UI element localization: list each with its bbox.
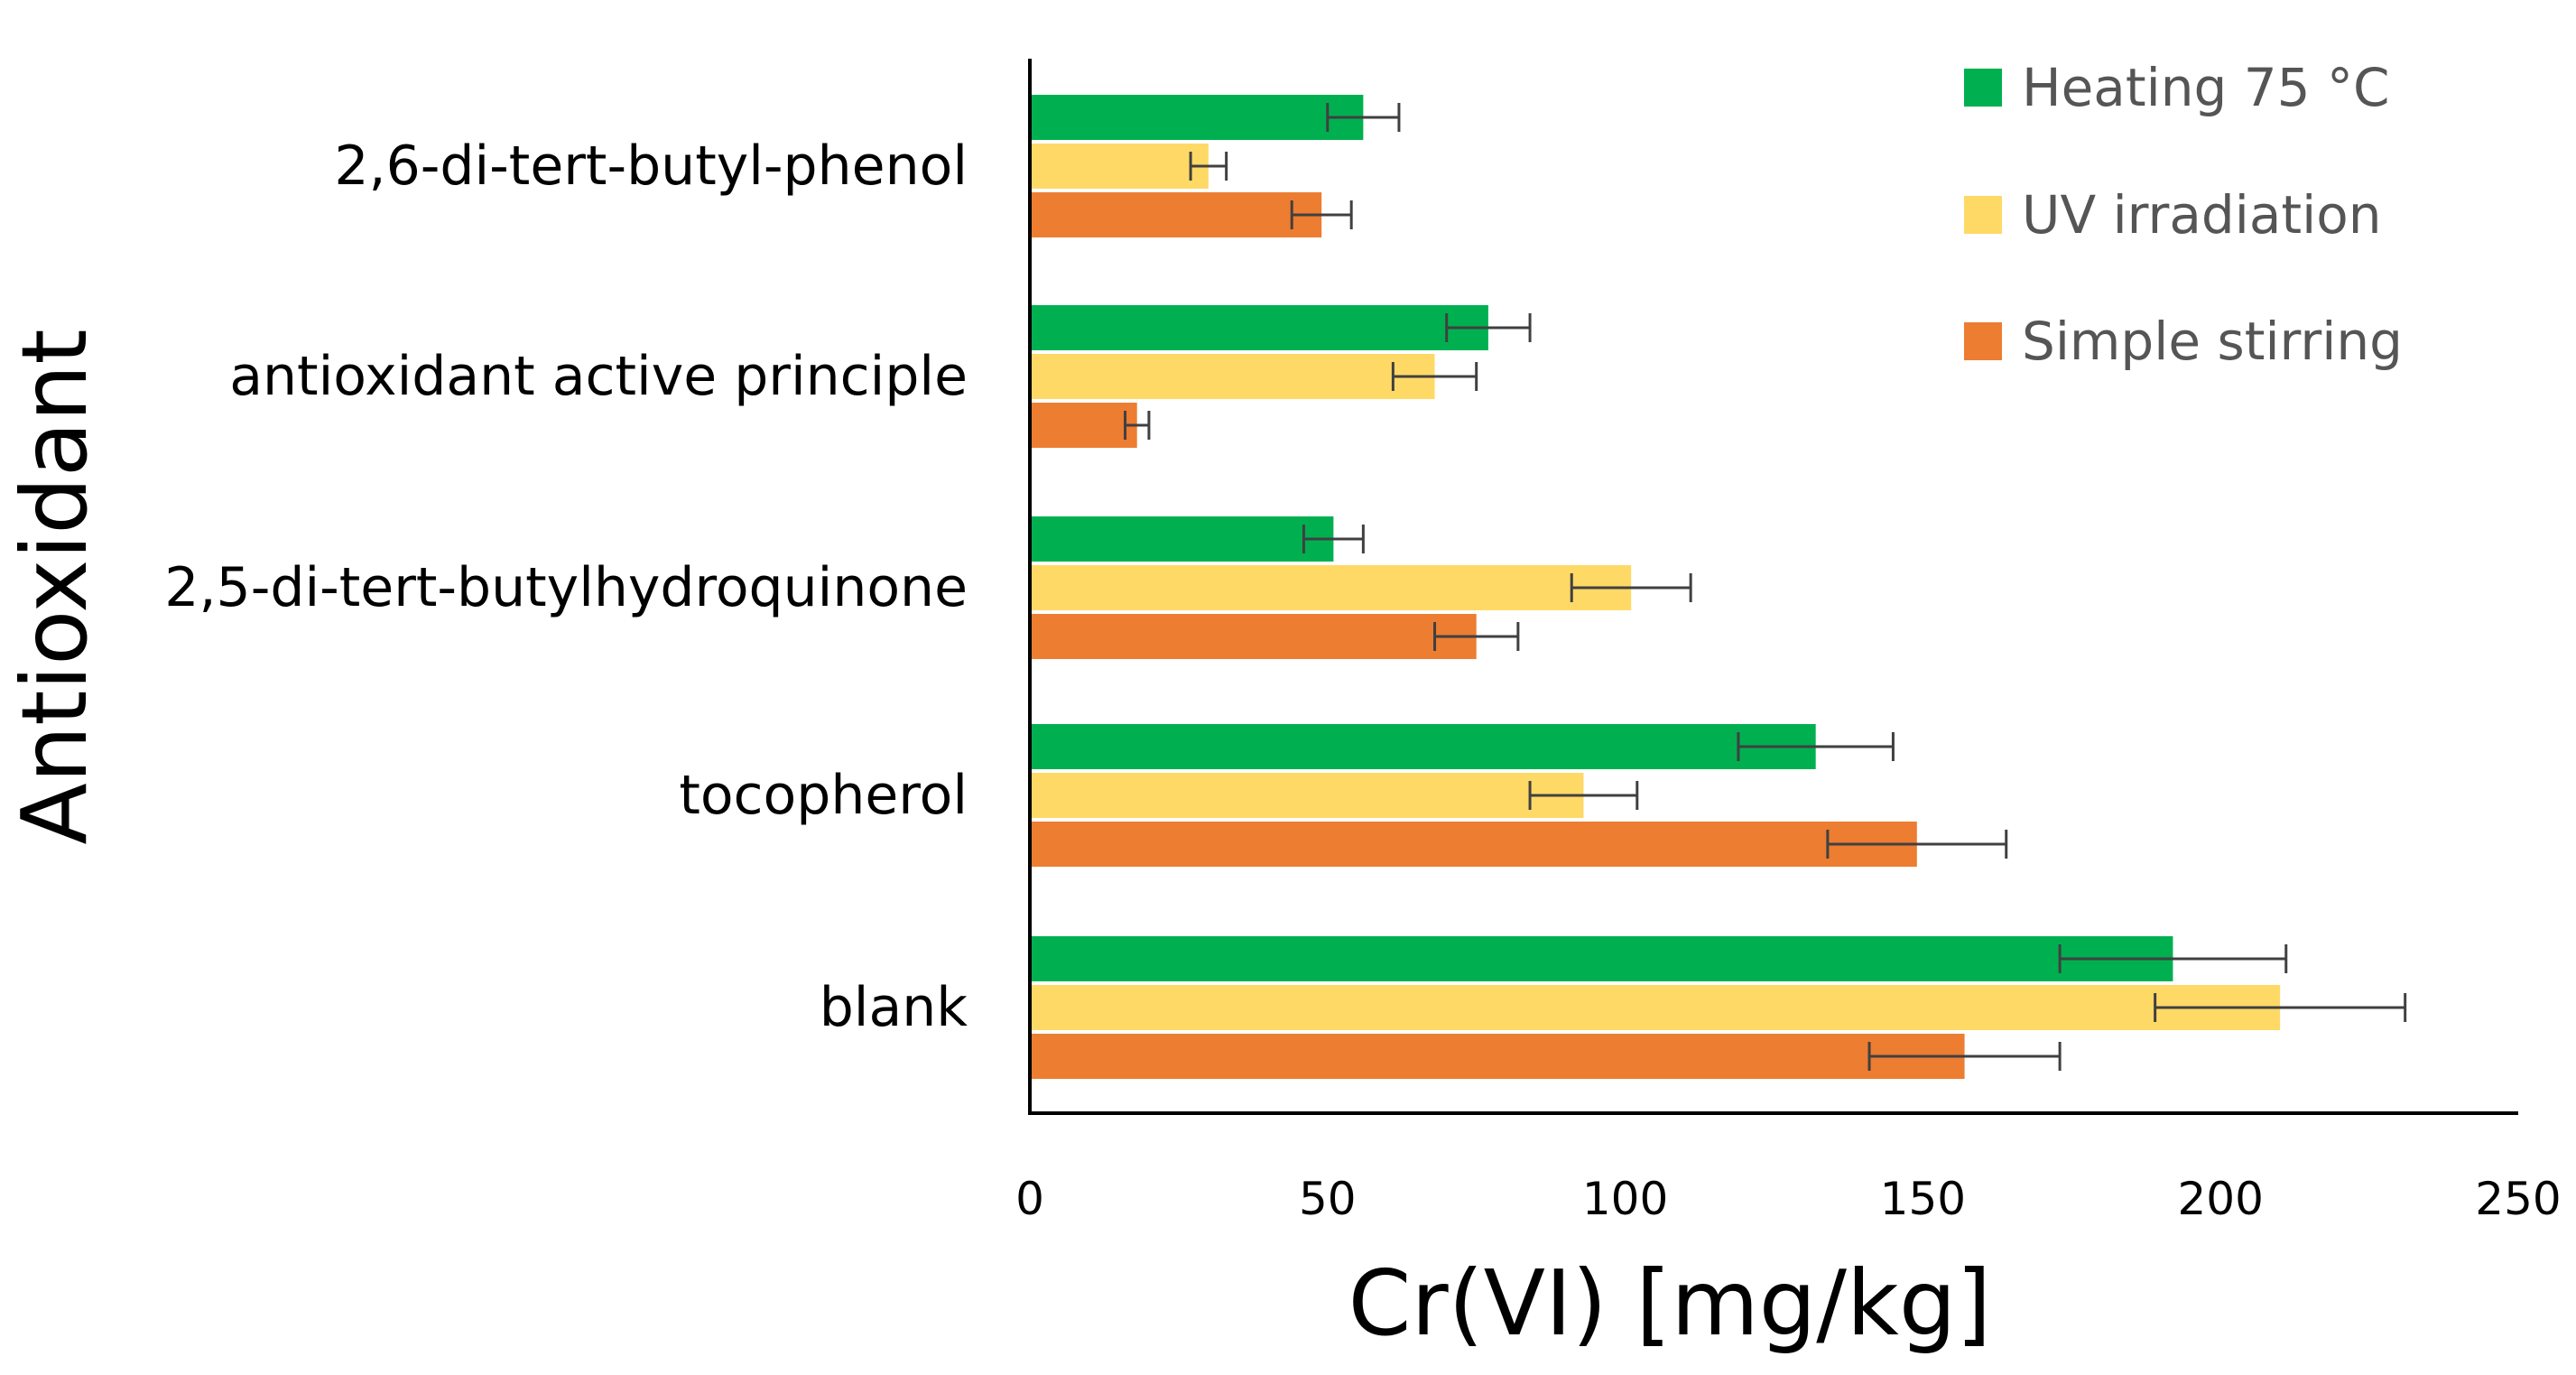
category-label: blank: [820, 976, 968, 1039]
x-tick-label: 100: [1582, 1173, 1668, 1225]
legend-label-uv: UV irradiation: [2022, 184, 2381, 246]
legend-swatch-heating: [1964, 69, 2002, 107]
x-tick-label: 200: [2177, 1173, 2263, 1225]
bar-uv: [1030, 773, 1584, 818]
bars-group: [1030, 95, 2281, 1079]
category-label: tocopherol: [679, 764, 968, 827]
bar-stirring: [1030, 822, 1917, 867]
category-labels: 2,6-di-tert-butyl-phenol antioxidant acti…: [164, 135, 968, 1039]
bar-uv: [1030, 144, 1209, 189]
bar-stirring: [1030, 614, 1477, 659]
axes-group: [1028, 59, 2518, 1115]
bar-heating: [1030, 724, 1816, 769]
legend-label-stirring: Simple stirring: [2022, 311, 2403, 372]
category-label: 2,6-di-tert-butyl-phenol: [334, 135, 968, 198]
y-axis-title: Antioxidant: [2, 329, 107, 844]
legend-swatch-uv: [1964, 196, 2002, 234]
bar-heating: [1030, 95, 1364, 140]
x-tick-label: 250: [2475, 1173, 2561, 1225]
bar-heating: [1030, 516, 1334, 562]
bar-stirring: [1030, 192, 1322, 237]
x-axis-title: Cr(VI) [mg/kg]: [1348, 1250, 1992, 1356]
bar-uv: [1030, 565, 1632, 610]
bar-uv: [1030, 354, 1435, 399]
bar-heating: [1030, 305, 1488, 350]
legend-label-heating: Heating 75 °C: [2022, 57, 2389, 118]
x-tick-labels: 0 50 100 150 200 250: [1015, 1173, 2562, 1225]
bar-heating: [1030, 936, 2173, 981]
bar-stirring: [1030, 1034, 1965, 1079]
bar-uv: [1030, 985, 2281, 1030]
category-label: antioxidant active principle: [229, 345, 968, 408]
error-bars-group: [1124, 103, 2407, 1071]
x-tick-label: 0: [1015, 1173, 1044, 1225]
legend-swatch-stirring: [1964, 322, 2002, 360]
x-tick-label: 50: [1299, 1173, 1357, 1225]
legend: Heating 75 °C UV irradiation Simple stirri…: [1964, 57, 2403, 372]
category-label: 2,5-di-tert-butylhydroquinone: [164, 556, 968, 619]
x-tick-label: 150: [1880, 1173, 1966, 1225]
bar-stirring: [1030, 403, 1137, 448]
